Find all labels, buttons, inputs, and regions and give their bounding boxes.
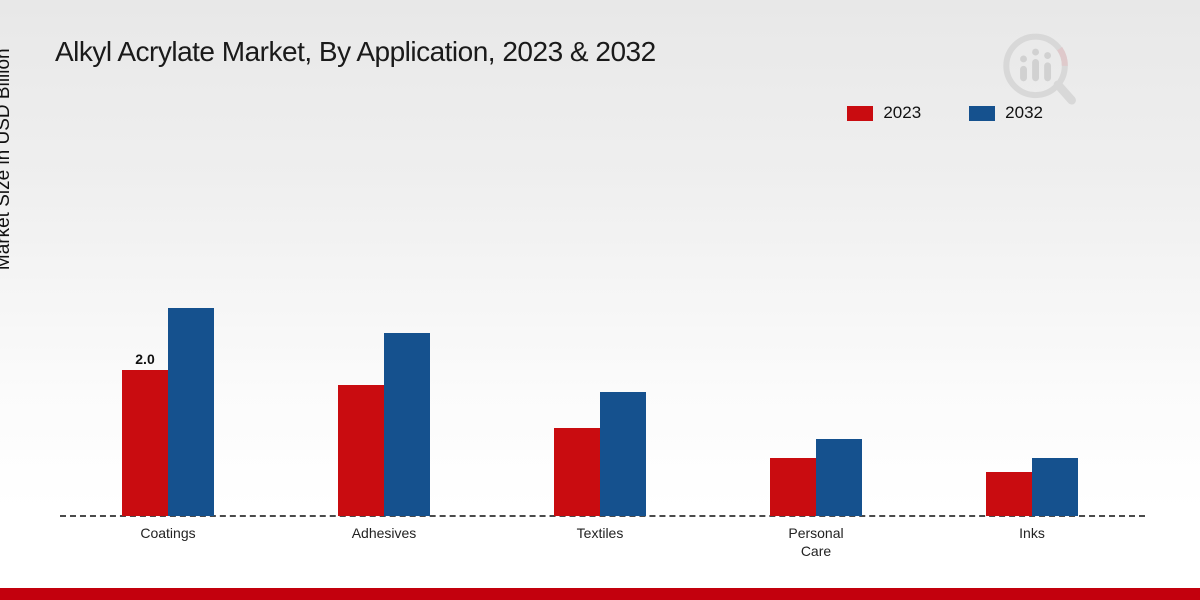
legend: 2023 2032 bbox=[847, 103, 1043, 123]
bar-2032-textiles bbox=[600, 392, 646, 516]
category-label-textiles: Textiles bbox=[576, 525, 624, 541]
bar-group-personal-care: Personal Care bbox=[770, 439, 862, 559]
footer-accent-bar bbox=[0, 588, 1200, 600]
legend-item-2023: 2023 bbox=[847, 103, 921, 123]
chart-title: Alkyl Acrylate Market, By Application, 2… bbox=[55, 36, 656, 67]
bar-2023-coatings: 2.0 bbox=[122, 351, 168, 516]
legend-item-2032: 2032 bbox=[969, 103, 1043, 123]
category-label-personal-care: Personal Care bbox=[788, 525, 844, 559]
bar-group-adhesives: Adhesives bbox=[338, 333, 430, 541]
bar-2032-coatings bbox=[168, 308, 214, 516]
legend-label-2023: 2023 bbox=[883, 103, 922, 122]
x-axis-baseline bbox=[60, 515, 1145, 517]
bar-group-inks: Inks bbox=[986, 458, 1078, 541]
bar-value-label-2023-coatings: 2.0 bbox=[135, 351, 155, 367]
bars-row: 2.0 Coatings Adhesives Textiles Personal Car… bbox=[60, 0, 1140, 559]
bar-group-coatings: 2.0 Coatings bbox=[122, 308, 214, 541]
category-label-adhesives: Adhesives bbox=[351, 525, 417, 541]
bar-2023-textiles bbox=[554, 428, 600, 516]
category-label-coatings: Coatings bbox=[140, 525, 196, 541]
legend-swatch-2023 bbox=[847, 105, 874, 121]
bar-2032-adhesives bbox=[384, 333, 430, 516]
legend-label-2032: 2032 bbox=[1005, 103, 1043, 122]
legend-swatch-2032 bbox=[969, 105, 996, 121]
bar-2023-personal-care bbox=[770, 458, 816, 516]
bar-2023-adhesives bbox=[338, 385, 384, 516]
category-label-inks: Inks bbox=[1019, 525, 1045, 541]
bar-2032-personal-care bbox=[816, 439, 862, 516]
bar-2032-inks bbox=[1032, 458, 1078, 516]
bar-group-textiles: Textiles bbox=[554, 392, 646, 541]
watermark-logo-icon bbox=[1003, 33, 1076, 105]
bar-2023-inks bbox=[986, 472, 1032, 516]
